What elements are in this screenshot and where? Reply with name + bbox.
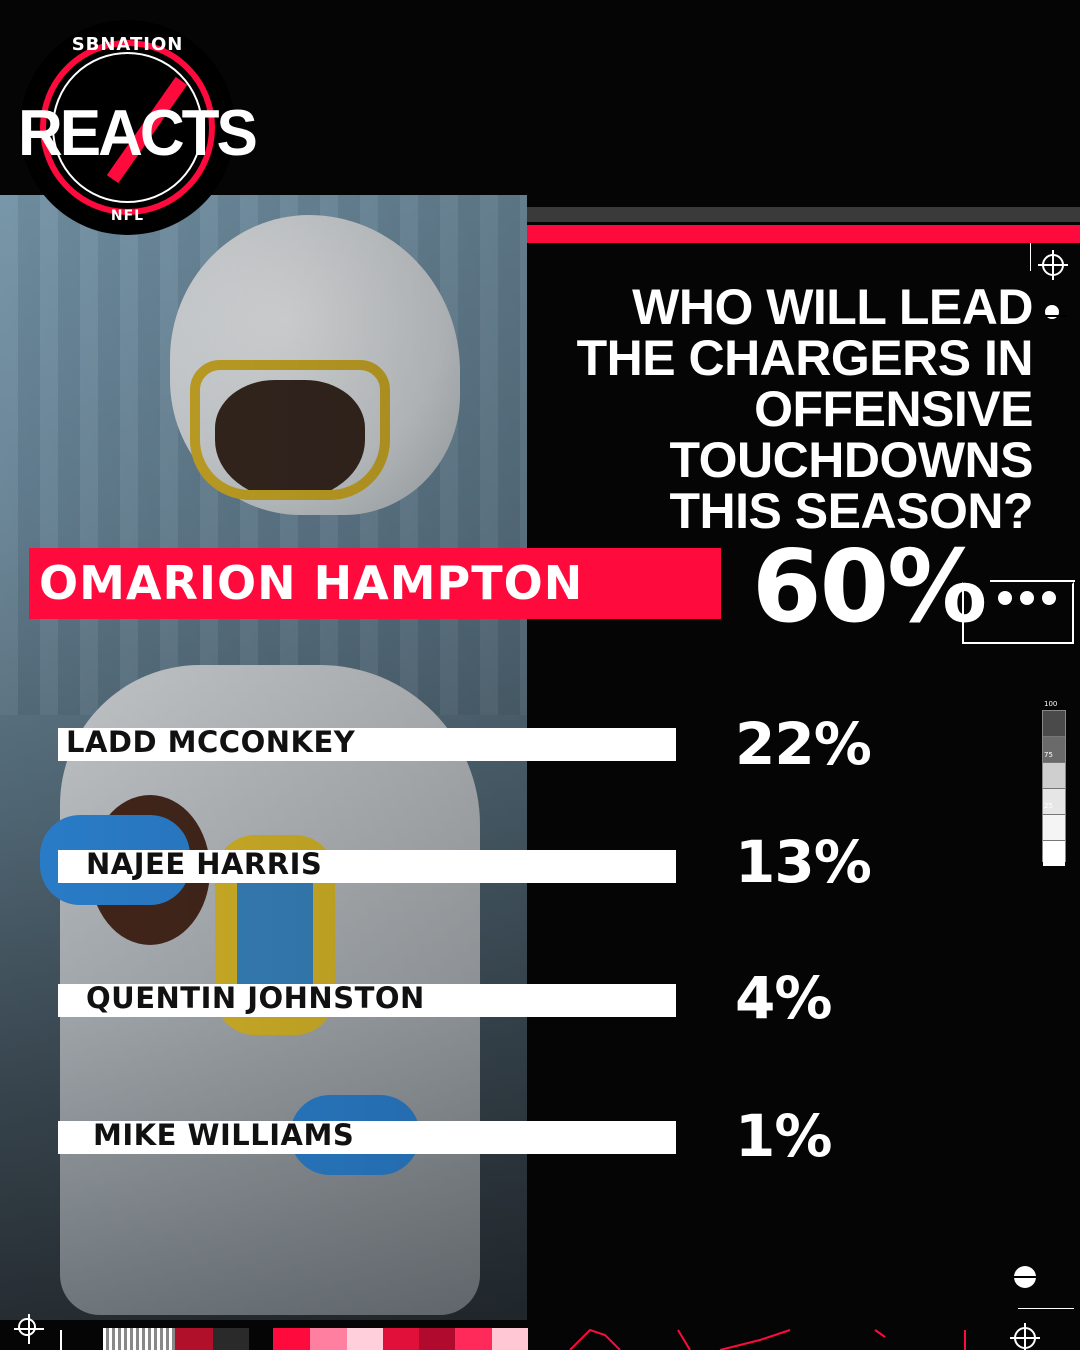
reacts-logo: SBNATION REACTS NFL (18, 20, 258, 235)
swatch (492, 1328, 528, 1350)
guide-line (1030, 243, 1031, 271)
ellipsis-dots (998, 590, 1064, 609)
result-percent: 13% (735, 828, 872, 896)
dot-icon (1045, 305, 1067, 319)
scale-label: 25 (1044, 802, 1053, 810)
result-label: MIKE WILLIAMS (93, 1118, 355, 1152)
result-bar: QUENTIN JOHNSTON (58, 981, 676, 1017)
result-bar: LADD MCCONKEY (58, 725, 676, 761)
dot-icon (1014, 1266, 1036, 1288)
swatch (455, 1328, 492, 1350)
crosshair-icon (14, 1314, 44, 1344)
question-line: THIS SEASON? (669, 483, 1034, 539)
swatch (310, 1328, 347, 1350)
result-label: NAJEE HARRIS (86, 847, 323, 881)
header-stripe-red (527, 225, 1080, 243)
result-percent: 22% (735, 710, 872, 778)
speech-bubble-edge (990, 580, 1075, 582)
winner-percent: 60% (752, 528, 987, 645)
question-line: THE CHARGERS IN (576, 330, 1034, 386)
winner-bar: OMARION HAMPTON (29, 548, 721, 619)
decorative-zigzag (569, 1328, 966, 1350)
result-percent: 1% (735, 1102, 832, 1170)
poll-question: WHO WILL LEAD THE CHARGERS IN OFFENSIVE … (393, 279, 1034, 539)
guide-line (60, 1330, 62, 1350)
logo-league-text: NFL (110, 208, 145, 224)
swatch (273, 1328, 310, 1350)
swatch (175, 1328, 213, 1350)
swatch (347, 1328, 383, 1350)
swatch (103, 1328, 175, 1350)
scale-gauge (1042, 710, 1066, 866)
speech-bubble-outline (962, 582, 1074, 644)
header-stripe-gray (527, 207, 1080, 222)
crosshair-icon (1038, 250, 1068, 280)
result-bar: NAJEE HARRIS (58, 847, 676, 883)
swatch (213, 1328, 249, 1350)
result-percent: 4% (735, 964, 832, 1032)
result-label: LADD MCCONKEY (66, 725, 356, 759)
logo-reacts-text: REACTS (18, 97, 258, 170)
scale-label: 75 (1044, 751, 1053, 759)
swatch (419, 1328, 455, 1350)
crosshair-icon (1010, 1323, 1040, 1350)
result-label: QUENTIN JOHNSTON (86, 981, 425, 1015)
question-line: WHO WILL LEAD (632, 279, 1033, 335)
scale-label: 100 (1044, 700, 1058, 708)
guide-line (1018, 1308, 1074, 1309)
question-line: OFFENSIVE TOUCHDOWNS (669, 381, 1033, 488)
result-bar: MIKE WILLIAMS (58, 1118, 676, 1154)
swatch (383, 1328, 419, 1350)
logo-sbnation-text: SBNATION (71, 34, 184, 55)
winner-label: OMARION HAMPTON (39, 556, 584, 610)
